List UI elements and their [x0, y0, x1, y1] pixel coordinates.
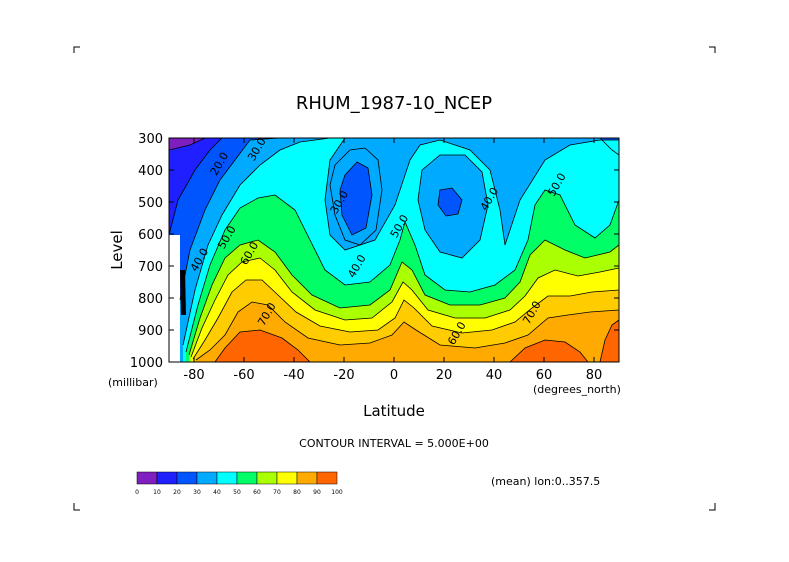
y-axis-label: Level	[108, 230, 126, 270]
x-tick-label: 0	[390, 368, 398, 383]
colorbar-label: 70	[273, 489, 281, 496]
contour-line-80-edge	[599, 319, 619, 362]
crop-marks	[73, 46, 716, 511]
band-75	[196, 302, 619, 362]
colorbar-swatch	[216, 471, 238, 485]
contour-line-20-core-south	[339, 161, 373, 236]
y-tick-label: 900	[138, 324, 163, 339]
contour-line-10	[169, 138, 206, 151]
y-tick-label: 300	[138, 132, 163, 147]
contour-line-30-core-north	[417, 154, 489, 259]
contour-line-75	[195, 301, 619, 361]
y-tick-label: 1000	[130, 356, 163, 371]
colorbar: 0 10 20 30 40 50 60 70 80 90 100	[135, 471, 343, 496]
chart-title: RHUM_1987-10_NCEP	[296, 93, 492, 114]
band-20-core-north	[438, 188, 462, 216]
contour-line-60	[188, 239, 619, 356]
y-tick-label: 800	[138, 292, 163, 307]
y-unit-label: (millibar)	[108, 376, 158, 389]
colorbar-label: 60	[253, 489, 261, 496]
x-tick-label: 80	[586, 368, 603, 383]
contour-line-80-north	[509, 339, 589, 362]
crop-mark-bottom-left	[73, 503, 80, 511]
crop-mark-bottom-right	[709, 503, 716, 511]
colorbar-label: 100	[331, 489, 343, 496]
y-tick-label: 700	[138, 260, 163, 275]
colorbar-label: 40	[213, 489, 221, 496]
x-tick-label: -60	[233, 368, 254, 383]
crop-mark-top-right	[709, 46, 716, 53]
colorbar-label: 30	[193, 489, 201, 496]
colorbar-label: 50	[233, 489, 241, 496]
y-tick-label: 400	[138, 164, 163, 179]
colorbar-swatch	[176, 471, 198, 485]
contour-line-65	[190, 257, 619, 358]
x-tick-label: 60	[536, 368, 553, 383]
x-tick-label: 20	[436, 368, 453, 383]
x-tick-label: -40	[283, 368, 304, 383]
crop-mark-top-left	[73, 46, 80, 53]
x-tick-label: -80	[183, 368, 204, 383]
y-axis: 300 400 500 600 700 800 900 1000	[130, 132, 619, 371]
colorbar-swatch	[196, 471, 218, 485]
x-axis-label: Latitude	[363, 402, 425, 420]
y-tick-label: 600	[138, 228, 163, 243]
colorbar-label: 0	[135, 489, 139, 496]
colorbar-swatch	[256, 471, 278, 485]
band-20-core-south	[340, 162, 372, 235]
colorbar-swatch	[296, 471, 318, 485]
antarctic-edge	[180, 270, 186, 315]
x-tick-label: 40	[486, 368, 503, 383]
contour-line-30	[179, 138, 619, 301]
contour-line-50	[185, 189, 619, 353]
x-unit-label: (degrees_north)	[533, 383, 621, 396]
contour-line-70	[192, 279, 619, 360]
colorbar-swatch	[136, 471, 158, 485]
contour-line-20-core-north	[437, 187, 463, 217]
colorbar-swatch	[276, 471, 298, 485]
contour-line-40	[182, 138, 619, 346]
colorbar-label: 90	[313, 489, 321, 496]
contour-fill	[169, 138, 619, 362]
colorbar-swatch	[236, 471, 258, 485]
contour-line-30-core-south	[329, 147, 383, 246]
colorbar-swatch	[156, 471, 178, 485]
contour-line-20	[169, 138, 223, 236]
colorbar-label: 20	[173, 489, 181, 496]
colorbar-swatch	[316, 471, 338, 485]
colorbar-label: 80	[293, 489, 301, 496]
band-80-north	[510, 340, 588, 362]
x-tick-label: -20	[333, 368, 354, 383]
contour-interval: CONTOUR INTERVAL = 5.000E+00	[299, 437, 489, 450]
y-tick-label: 500	[138, 196, 163, 211]
x-axis: -80 -60 -40 -20 0 20 40 60 80	[183, 138, 602, 383]
colorbar-label: 10	[153, 489, 161, 496]
footnote: (mean) lon:0..357.5	[491, 475, 600, 488]
contour-line-80-south	[214, 329, 311, 362]
band-80-south	[215, 330, 310, 362]
contour-lines	[169, 138, 619, 362]
